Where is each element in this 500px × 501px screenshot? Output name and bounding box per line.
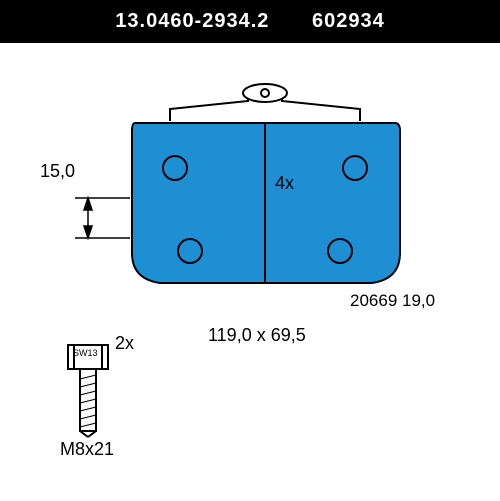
bolts-qty: 2x <box>115 333 134 354</box>
bolt-head-label: SW13 <box>73 348 98 358</box>
part-number: 13.0460-2934.2 <box>115 10 269 32</box>
brake-pad <box>132 123 400 283</box>
bolt-spec: M8x21 <box>60 439 114 460</box>
right-code: 20669 19,0 <box>350 291 435 311</box>
diagram-svg <box>0 43 500 501</box>
dim-vertical <box>75 198 130 238</box>
dim-vertical-label: 15,0 <box>40 161 75 182</box>
ref-number: 602934 <box>312 10 385 32</box>
bolt-drawing <box>68 345 108 437</box>
pads-qty: 4x <box>275 173 294 194</box>
diagram-canvas: 4x 15,0 20669 19,0 119,0 x 69,5 2x SW13 … <box>0 43 500 501</box>
header-bar: 13.0460-2934.2 602934 <box>0 0 500 43</box>
clip-wire <box>170 84 360 121</box>
main-dim: 119,0 x 69,5 <box>208 325 306 346</box>
